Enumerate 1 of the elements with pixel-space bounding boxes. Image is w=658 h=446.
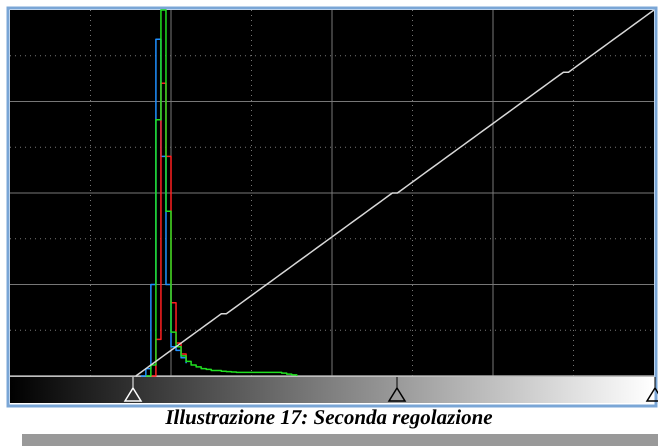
text: Illustrazione 17: Seconda regolazione [164,405,493,429]
